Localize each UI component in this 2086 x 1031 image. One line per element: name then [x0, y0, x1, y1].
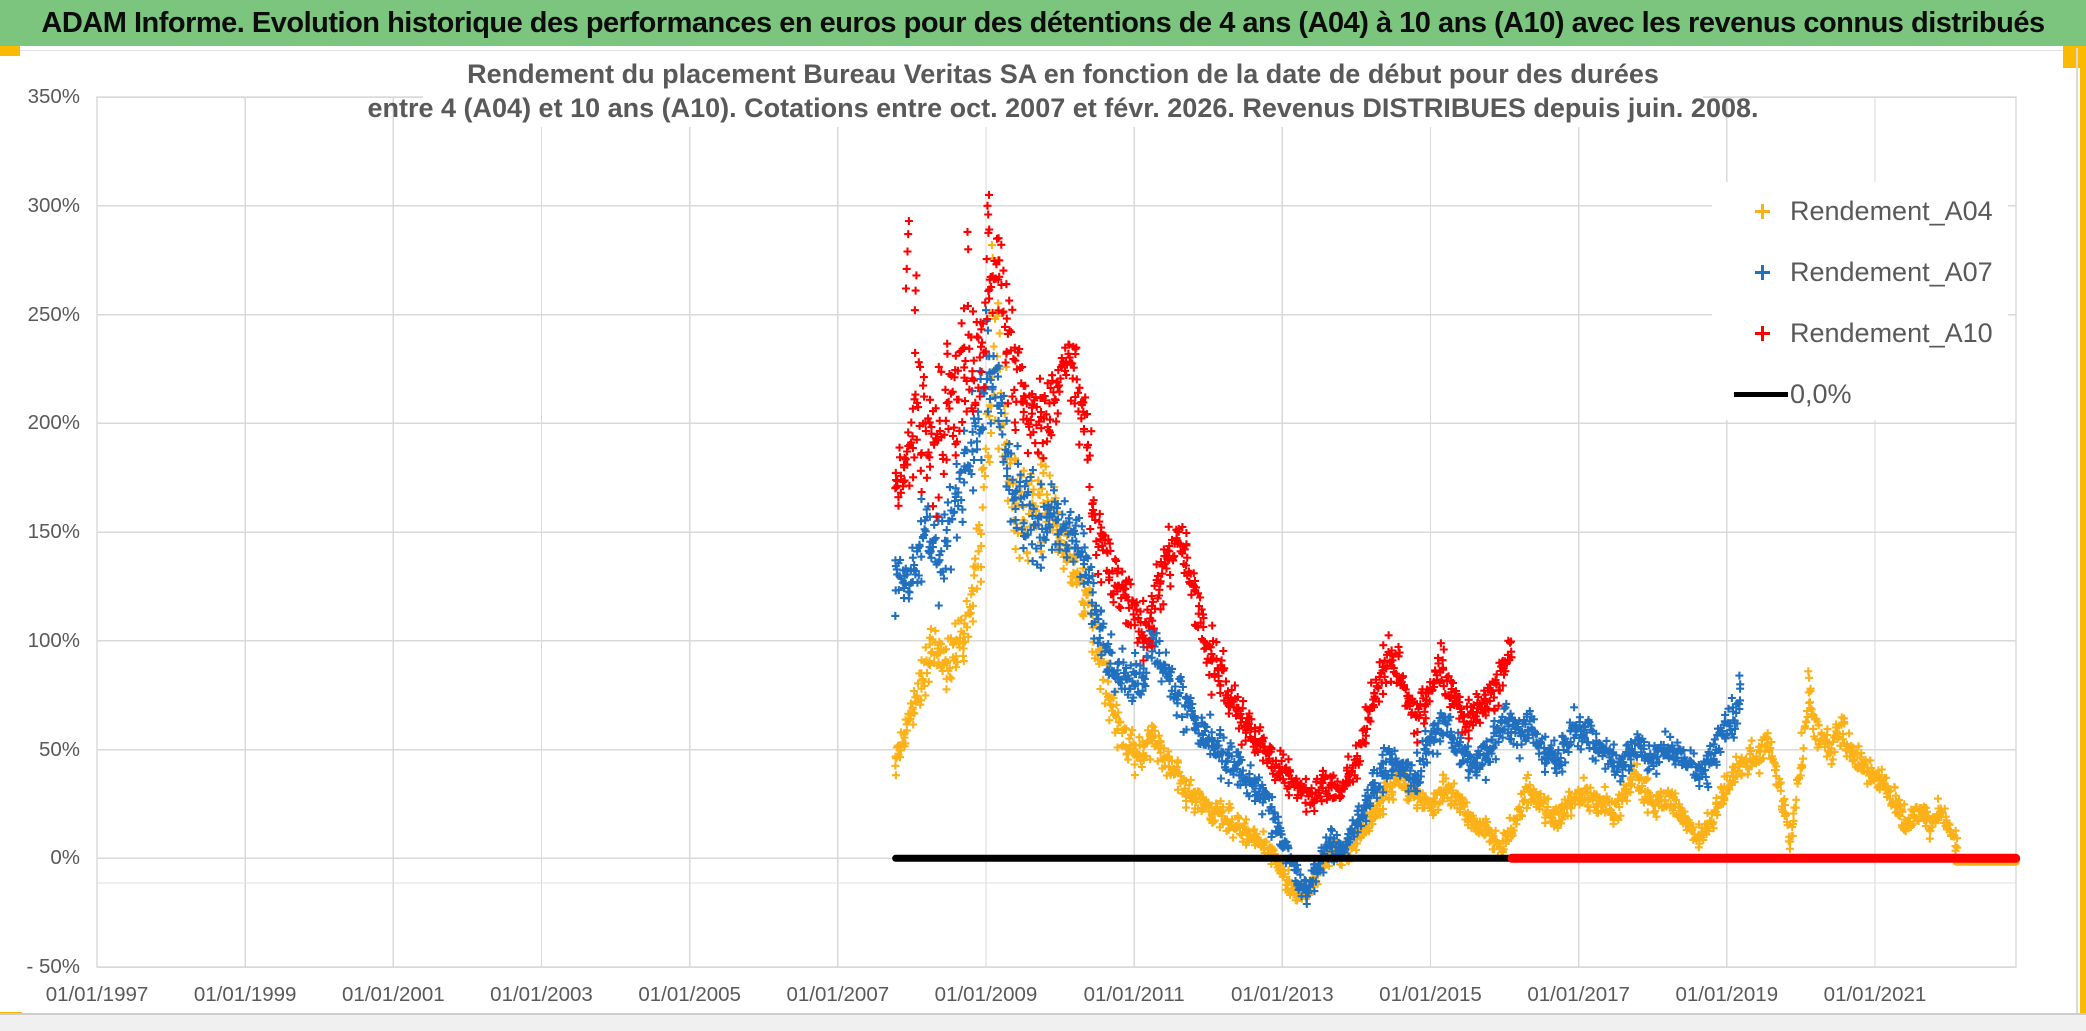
legend-label: Rendement_A04	[1790, 195, 1993, 226]
plus-marker-icon	[1755, 264, 1770, 280]
legend-item-0-0-: 0,0%	[1712, 377, 2008, 411]
series-rendement_a10	[891, 190, 1516, 816]
x-tick-label: 01/01/2019	[1675, 983, 1779, 1006]
series-rendement_a07	[891, 306, 1745, 908]
right-separator	[2076, 48, 2078, 1013]
x-tick-label: 01/01/2007	[786, 983, 890, 1006]
chart-title: Rendement du placement Bureau Veritas SA…	[368, 55, 1759, 127]
y-tick-label: 250%	[27, 302, 80, 326]
y-tick-label: 0%	[50, 846, 80, 870]
x-tick-label: 01/01/2005	[638, 983, 741, 1006]
x-tick-label: 01/01/2015	[1379, 983, 1482, 1006]
x-tick-label: 01/01/2001	[342, 983, 445, 1006]
x-tick-label: 01/01/2009	[934, 983, 1038, 1006]
legend-item-rendement-a04: Rendement_A04	[1712, 194, 2008, 228]
legend-item-rendement-a10: Rendement_A10	[1712, 316, 2008, 350]
y-tick-label: 200%	[27, 411, 80, 435]
chart-title-line2: entre 4 (A04) et 10 ans (A10). Cotations…	[367, 93, 1759, 123]
header-divider	[0, 50, 2086, 51]
plus-marker-icon	[1755, 325, 1770, 341]
x-tick-label: 01/01/2013	[1231, 983, 1334, 1006]
y-tick-label: 300%	[27, 193, 80, 217]
frame-accent-top-left	[0, 46, 20, 56]
legend-label: Rendement_A07	[1790, 256, 1993, 287]
frame-accent-right-edge	[2080, 46, 2086, 1031]
legend-label: 0,0%	[1790, 378, 1852, 409]
y-tick-label: 50%	[38, 737, 80, 761]
y-tick-label: - 50%	[26, 955, 80, 979]
y-tick-label: 350%	[27, 85, 80, 109]
x-tick-label: 01/01/2017	[1527, 983, 1630, 1006]
x-tick-label: 01/01/1999	[193, 983, 297, 1006]
page-title: ADAM Informe. Evolution historique des p…	[41, 6, 2045, 39]
legend-label: Rendement_A10	[1790, 317, 1993, 348]
x-tick-label: 01/01/1997	[45, 983, 149, 1006]
legend: Rendement_A04 Rendement_A07 Rendement_A10 0…	[1712, 182, 2008, 420]
y-tick-label: 150%	[27, 520, 80, 544]
plus-marker-icon	[1755, 203, 1770, 219]
header-bar: ADAM Informe. Evolution historique des p…	[0, 0, 2086, 46]
x-tick-label: 01/01/2011	[1083, 983, 1185, 1006]
y-tick-label: 100%	[27, 628, 80, 652]
line-marker-icon	[1734, 391, 1788, 397]
x-tick-label: 01/01/2003	[490, 983, 593, 1006]
chart-title-line1: Rendement du placement Bureau Veritas SA…	[467, 59, 1659, 89]
bottom-border	[0, 1013, 2086, 1015]
bottom-strip	[0, 1015, 2086, 1031]
legend-item-rendement-a07: Rendement_A07	[1712, 255, 2008, 289]
x-tick-label: 01/01/2021	[1823, 983, 1927, 1006]
